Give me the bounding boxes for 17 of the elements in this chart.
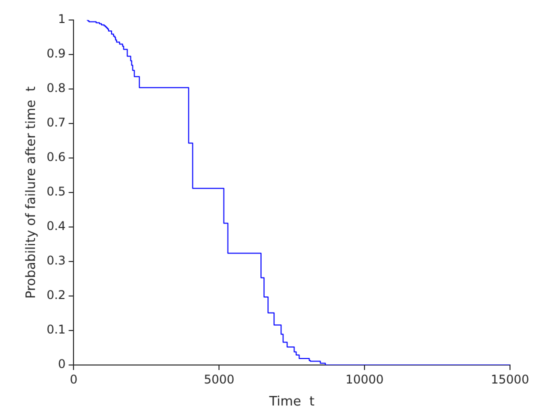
y-tick-label: 1	[58, 12, 66, 26]
y-tick-label: 0.5	[46, 184, 66, 199]
y-tick-label: 0.9	[46, 46, 66, 61]
y-tick-label: 0.4	[46, 219, 66, 234]
y-axis-title: Probability of failure after time t	[24, 86, 40, 299]
x-tick-label: 15000	[490, 372, 530, 386]
y-tick-label: 0.3	[46, 254, 66, 268]
y-tick-label: 0.7	[46, 116, 66, 130]
x-tick-label: 10000	[345, 372, 384, 386]
y-tick-label: 0	[58, 357, 66, 372]
y-tick-label: 0.6	[46, 150, 66, 164]
x-axis-title: Time t	[268, 394, 314, 410]
y-tick-label: 0.1	[46, 322, 66, 337]
y-tick-label: 0.8	[46, 81, 66, 96]
y-tick-label: 0.2	[46, 288, 66, 302]
x-tick-label: 5000	[204, 372, 234, 386]
x-tick-label: 0	[70, 372, 78, 386]
